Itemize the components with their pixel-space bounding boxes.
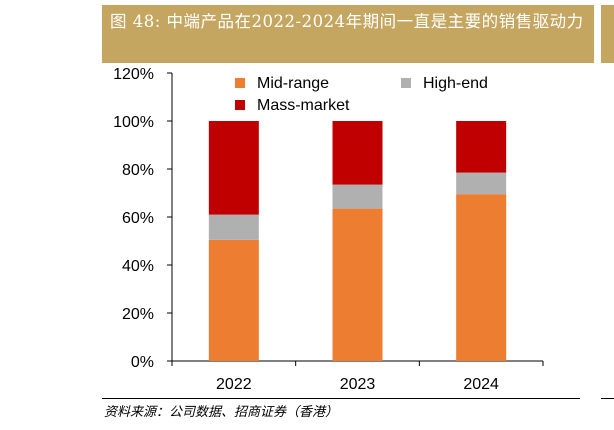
adjacent-title-bar-edge: [601, 5, 614, 63]
legend-label: Mass-market: [257, 97, 350, 114]
y-tick-label: 20%: [122, 306, 154, 323]
bar-segment-high-end-2022: [208, 214, 259, 240]
bar-segment-mid-range-2023: [332, 208, 383, 361]
bar-segment-mass-market-2024: [456, 121, 507, 173]
legend-label: Mid-range: [257, 75, 329, 92]
legend-swatch-high-end: [401, 78, 411, 88]
y-tick-label: 60%: [122, 210, 154, 227]
x-tick-label: 2022: [216, 376, 252, 393]
legend-label: High-end: [423, 75, 488, 92]
adjacent-source-rule: [601, 398, 614, 399]
source-rule: [102, 398, 580, 399]
x-tick-label: 2024: [463, 376, 499, 393]
source-note: 资料来源：公司数据、招商证券（香港）: [104, 405, 339, 420]
y-tick-label: 40%: [122, 258, 154, 275]
y-tick-label: 0%: [131, 354, 154, 371]
figure-title: 图 48: 中端产品在2022-2024年期间一直是主要的销售驱动力: [110, 12, 584, 31]
bar-segment-mid-range-2022: [208, 239, 259, 361]
bar-segment-mass-market-2023: [332, 121, 383, 185]
bar-segment-high-end-2023: [332, 184, 383, 209]
figure-title-bar: 图 48: 中端产品在2022-2024年期间一直是主要的销售驱动力: [102, 5, 594, 63]
y-tick-label: 120%: [113, 66, 154, 83]
y-tick-label: 100%: [113, 114, 154, 131]
legend-swatch-mass-market: [235, 100, 245, 110]
x-tick-label: 2023: [340, 376, 376, 393]
bar-segment-mid-range-2024: [456, 194, 507, 361]
bar-segment-high-end-2024: [456, 172, 507, 195]
y-tick-label: 80%: [122, 162, 154, 179]
legend-swatch-mid-range: [235, 78, 245, 88]
bar-segment-mass-market-2022: [208, 121, 259, 215]
